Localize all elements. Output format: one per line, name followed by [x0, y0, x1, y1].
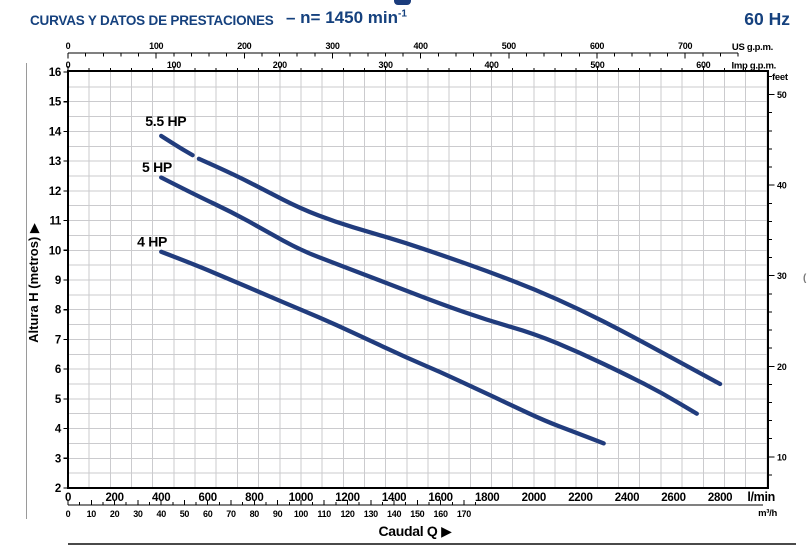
metres-tick-label: 11: [49, 216, 61, 228]
imp-gpm-tick-label: 100: [167, 60, 181, 70]
curve-4-hp: [159, 249, 606, 446]
metres-tick-label: 13: [49, 156, 61, 168]
m3h-tick-label: 120: [340, 509, 354, 519]
m3h-tick-label: 70: [226, 509, 236, 519]
m3h-tick-label: 10: [87, 509, 97, 519]
m3h-tick-label: 160: [434, 509, 448, 519]
metres-tick-label: 14: [49, 126, 62, 138]
us-gpm-tick-label: 500: [502, 41, 516, 51]
us-gpm-tick-label: 600: [590, 41, 604, 51]
lmin-tick-label: 2600: [661, 492, 685, 504]
m3h-tick-label: 60: [203, 509, 213, 519]
lmin-tick-label: 1800: [475, 492, 499, 504]
lmin-tick-label: 400: [152, 492, 170, 504]
imp-gpm-unit-label: Imp g.p.m.: [731, 61, 776, 72]
m3h-tick-label: 170: [457, 509, 471, 519]
metres-tick-label: 3: [55, 453, 61, 465]
imp-gpm-tick-label: 600: [696, 60, 710, 70]
metres-tick-label: 2: [55, 483, 61, 495]
metres-tick-label: 9: [55, 275, 61, 287]
m3h-tick-label: 20: [110, 509, 120, 519]
feet-tick-label: 50: [777, 90, 787, 100]
m3h-tick-label: 80: [250, 509, 260, 519]
lmin-tick-label: 1000: [289, 492, 313, 504]
frequency-label: 60 Hz: [744, 9, 790, 29]
us-gpm-tick-label: 100: [149, 41, 163, 51]
page-title: CURVAS Y DATOS DE PRESTACIONES: [30, 13, 274, 28]
curve-label: 4 HP: [137, 233, 167, 249]
lmin-tick-label: 800: [245, 492, 263, 504]
feet-tick-label: 40: [777, 181, 787, 191]
imp-gpm-tick-label: 300: [379, 60, 393, 70]
feet-tick-label: 30: [777, 271, 787, 281]
x-axis-title: Caudal Q ▶: [378, 523, 452, 539]
us-gpm-tick-label: 200: [237, 41, 251, 51]
m3h-tick-label: 150: [410, 509, 424, 519]
m3h-unit-label: m³/h: [758, 508, 777, 519]
us-gpm-tick-label: 700: [678, 41, 692, 51]
curve-5-5-hp: [159, 133, 195, 158]
metres-tick-label: 5: [55, 394, 62, 406]
cropped-artifact: (: [803, 273, 807, 284]
metres-tick-label: 8: [55, 305, 62, 317]
lmin-tick-label: 2400: [615, 492, 639, 504]
m3h-tick-label: 30: [133, 509, 143, 519]
curve-5-hp: [159, 175, 699, 416]
feet-unit-label: feet: [772, 72, 789, 83]
curve-label: 5 HP: [142, 159, 172, 175]
metres-tick-label: 4: [55, 424, 62, 436]
m3h-tick-label: 140: [387, 509, 401, 519]
metres-tick-label: 15: [49, 97, 62, 109]
metres-tick-label: 12: [49, 186, 61, 198]
m3h-tick-label: 130: [364, 509, 378, 519]
curve-label: 5.5 HP: [145, 113, 186, 129]
lmin-unit-label: l/min: [747, 490, 775, 504]
lmin-tick-label: 1600: [428, 492, 452, 504]
lmin-tick-label: 2200: [568, 492, 592, 504]
metres-tick-label: 16: [49, 67, 61, 79]
feet-tick-label: 20: [777, 362, 787, 372]
curve-5-5-hp: [196, 156, 723, 387]
metres-tick-label: 10: [49, 245, 61, 257]
rpm-label: – n= 1450 min-1: [286, 8, 407, 27]
lmin-tick-label: 200: [105, 492, 123, 504]
m3h-tick-label: 40: [156, 509, 166, 519]
metres-tick-label: 6: [55, 364, 61, 376]
lmin-tick-label: 0: [65, 492, 71, 504]
m3h-tick-label: 100: [294, 509, 308, 519]
imp-gpm-tick-label: 200: [273, 60, 287, 70]
us-gpm-tick-label: 0: [66, 41, 71, 51]
imp-gpm-tick-label: 500: [590, 60, 604, 70]
us-gpm-unit-label: US g.p.m.: [732, 42, 773, 53]
us-gpm-tick-label: 300: [325, 41, 339, 51]
m3h-tick-label: 0: [66, 509, 71, 519]
feet-tick-label: 10: [777, 452, 787, 462]
us-gpm-tick-label: 400: [414, 41, 428, 51]
imp-gpm-tick-label: 400: [484, 60, 498, 70]
m3h-tick-label: 90: [273, 509, 283, 519]
lmin-tick-label: 2000: [522, 492, 546, 504]
lmin-tick-label: 600: [199, 492, 217, 504]
imp-gpm-tick-label: 0: [66, 60, 71, 70]
metres-tick-label: 7: [55, 334, 61, 346]
cropped-artifact: [394, 0, 411, 5]
lmin-tick-label: 1400: [382, 492, 406, 504]
m3h-tick-label: 50: [180, 509, 190, 519]
lmin-tick-label: 1200: [335, 492, 359, 504]
m3h-tick-label: 110: [317, 509, 331, 519]
y-axis-title: Altura H (metros) ▶: [26, 223, 41, 343]
lmin-tick-label: 2800: [708, 492, 732, 504]
